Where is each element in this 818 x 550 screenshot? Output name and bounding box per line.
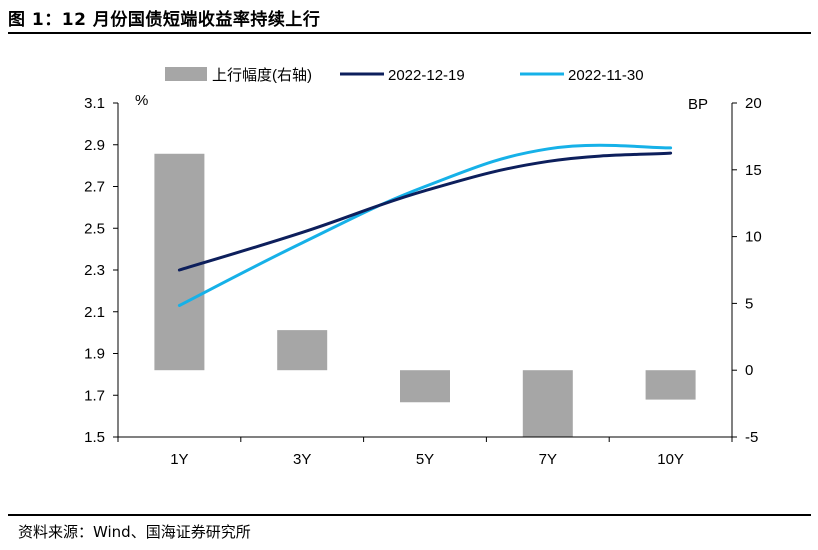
left-axis-unit: % xyxy=(135,92,148,109)
bottom-rule xyxy=(8,514,811,516)
left-tick-label: 2.5 xyxy=(84,220,105,237)
x-tick-label-7Y: 7Y xyxy=(539,451,557,468)
series-line-2 xyxy=(177,143,673,307)
x-tick-label-5Y: 5Y xyxy=(416,451,434,468)
source-note: 资料来源：Wind、国海证券研究所 xyxy=(18,523,251,541)
right-tick-label: 10 xyxy=(745,229,762,246)
x-tick-label-3Y: 3Y xyxy=(293,451,311,468)
left-tick-label: 2.3 xyxy=(84,262,105,279)
bar-10Y xyxy=(645,370,696,400)
left-tick-label: 2.7 xyxy=(84,179,105,196)
right-tick-label: 15 xyxy=(745,162,762,179)
figure-title: 图 1：12 月份国债短端收益率持续上行 xyxy=(8,10,321,30)
left-tick-label: 1.5 xyxy=(84,429,105,446)
right-tick-label: 0 xyxy=(745,362,753,379)
bar-1Y xyxy=(154,153,205,371)
legend: 上行幅度(右轴) 2022-12-19 2022-11-30 xyxy=(165,67,644,84)
legend-series-2-label: 2022-11-30 xyxy=(568,67,644,84)
left-tick-label: 3.1 xyxy=(84,95,105,112)
x-tick-label-1Y: 1Y xyxy=(170,451,188,468)
left-tick-label: 2.1 xyxy=(84,304,105,321)
left-tick-label: 1.9 xyxy=(84,346,105,363)
left-tick-label: 1.7 xyxy=(84,387,105,404)
top-rule xyxy=(8,32,811,34)
legend-bar-label: 上行幅度(右轴) xyxy=(212,67,312,84)
x-tick-label-10Y: 10Y xyxy=(657,451,684,468)
right-tick-label: -5 xyxy=(745,429,758,446)
bar-5Y xyxy=(400,370,450,403)
left-tick-label: 2.9 xyxy=(84,137,105,154)
right-tick-label: 5 xyxy=(745,295,753,312)
right-tick-label: 20 xyxy=(745,95,762,112)
legend-bar-swatch xyxy=(165,67,207,81)
legend-series-1-label: 2022-12-19 xyxy=(388,67,465,84)
series-line-1 xyxy=(177,151,673,272)
bar-7Y xyxy=(522,370,573,437)
right-axis-unit: BP xyxy=(688,96,708,113)
bar-3Y xyxy=(277,330,328,371)
